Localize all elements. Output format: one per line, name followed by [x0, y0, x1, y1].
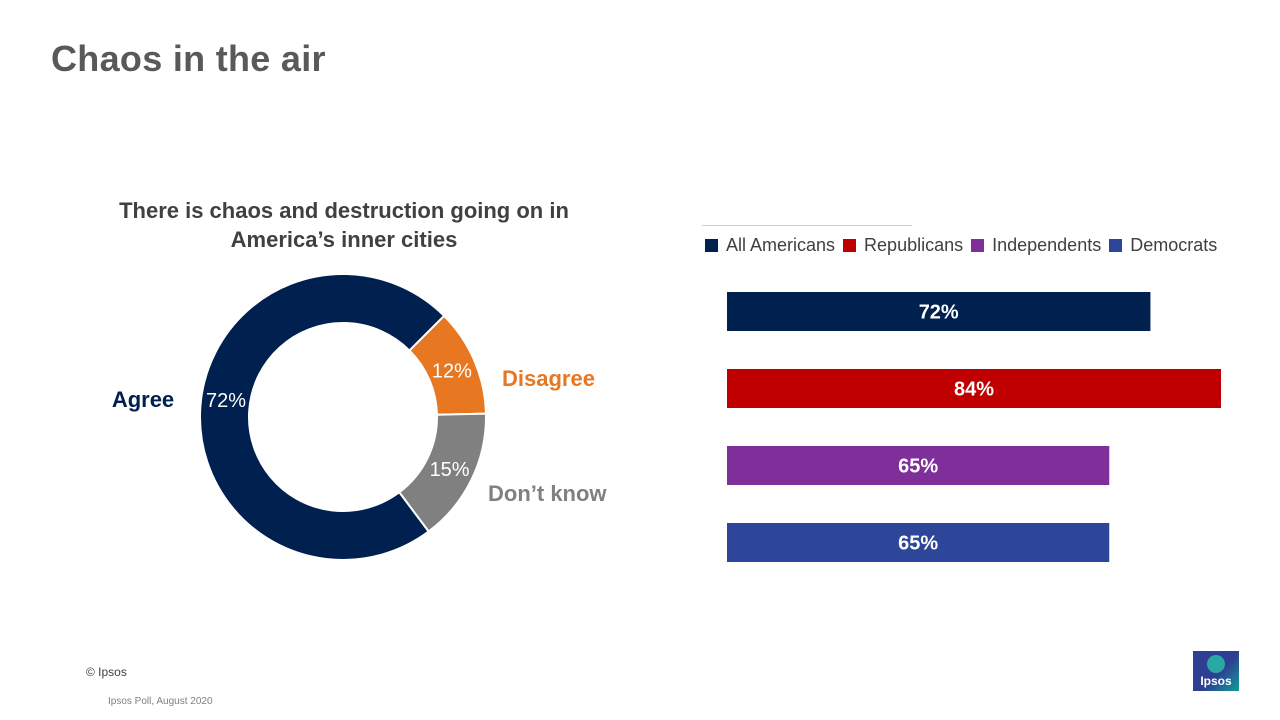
- legend-swatch-democrats: [1109, 238, 1123, 252]
- legend-divider: [702, 225, 912, 226]
- bar-value-label-republicans: 84%: [954, 379, 994, 401]
- legend-swatch-all-americans: [705, 238, 718, 252]
- legend-label-republicans: Republicans: [864, 234, 964, 255]
- donut-slice-dont-know: [397, 412, 487, 533]
- donut-chart-title: There is chaos and destruction going on …: [119, 198, 569, 252]
- donut-slice-agree: [199, 273, 446, 561]
- bar-value-label-independents: 65%: [898, 456, 938, 478]
- bar-chart: 72% 84% 65% 65%: [727, 292, 1221, 562]
- legend-item-republicans: Republicans: [843, 235, 963, 256]
- donut-chart: 72% Agree 12% Disagree 15% Don’t know: [112, 273, 607, 561]
- bar-value-label-democrats: 65%: [898, 533, 938, 555]
- bar-independents: [727, 446, 1110, 485]
- donut-category-label-dont-know: Don’t know: [488, 481, 607, 506]
- legend-label-democrats: Democrats: [1130, 234, 1218, 255]
- source-note: Ipsos Poll, August 2020: [108, 696, 213, 707]
- donut-value-label-dont-know: 15%: [430, 459, 470, 481]
- legend-label-independents: Independents: [992, 234, 1102, 255]
- logo-circle-icon: [1207, 655, 1225, 673]
- page-title: Chaos in the air: [51, 38, 326, 79]
- donut-value-label-agree: 72%: [206, 390, 246, 412]
- donut-value-label-disagree: 12%: [432, 360, 472, 382]
- bar-chart-legend: All Americans Republicans Independents Demo…: [705, 234, 1225, 256]
- legend-item-democrats: Democrats: [1109, 235, 1217, 256]
- donut-category-label-disagree: Disagree: [502, 366, 595, 391]
- ipsos-logo: Ipsos: [1193, 651, 1239, 691]
- legend-item-all-americans: All Americans: [705, 235, 835, 256]
- bar-republicans: [727, 369, 1221, 408]
- legend-item-independents: Independents: [971, 235, 1101, 256]
- legend-swatch-republicans: [843, 238, 857, 252]
- legend-label-all-americans: All Americans: [726, 234, 836, 255]
- copyright-text: © Ipsos: [86, 665, 127, 679]
- bar-all-americans: [727, 292, 1151, 331]
- donut-category-label-agree: Agree: [112, 387, 174, 412]
- bar-value-label-all-americans: 72%: [919, 302, 959, 324]
- logo-text: Ipsos: [1200, 674, 1232, 688]
- bar-democrats: [727, 523, 1110, 562]
- legend-swatch-independents: [971, 238, 985, 252]
